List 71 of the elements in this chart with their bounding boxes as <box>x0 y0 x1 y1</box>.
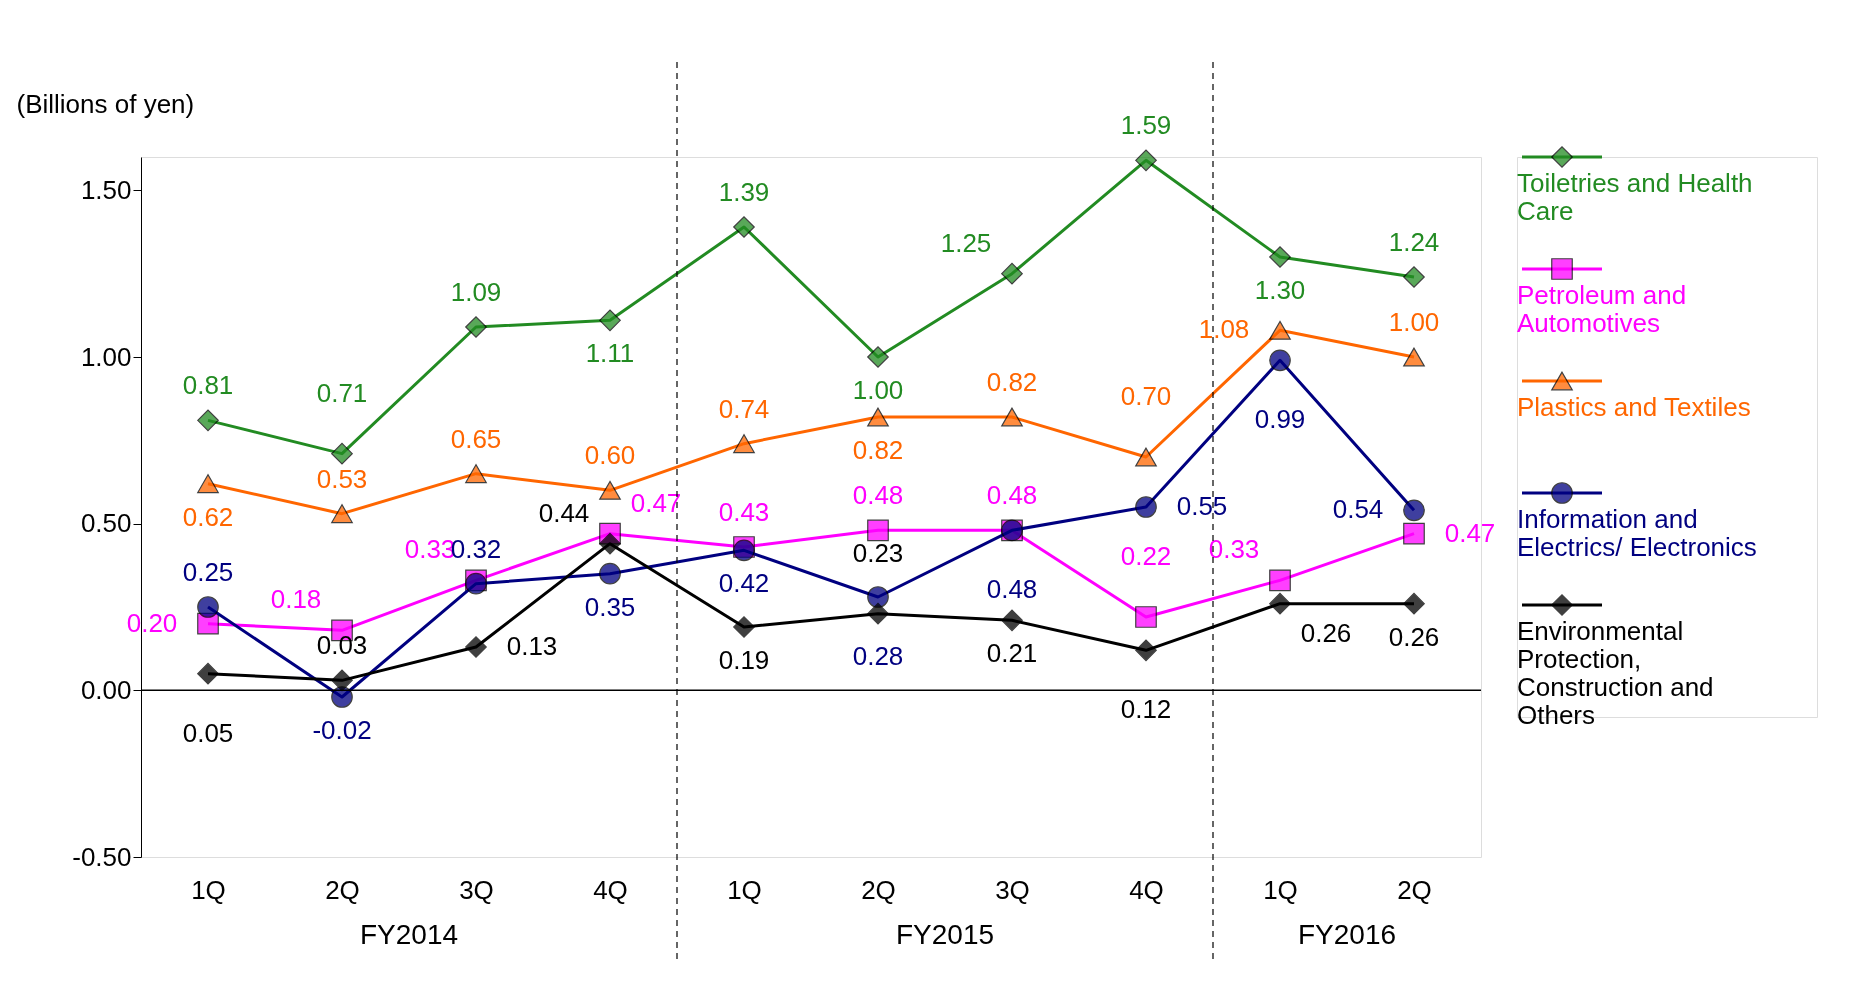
x-tick-label: 4Q <box>593 874 628 905</box>
data-label: 0.55 <box>1176 491 1228 521</box>
data-label: 0.35 <box>584 591 636 622</box>
data-label: 0.19 <box>718 645 770 675</box>
data-label: 0.74 <box>718 393 770 424</box>
x-tick-label: 2Q <box>325 874 360 905</box>
data-label: 1.08 <box>1198 314 1250 345</box>
data-label: 0.60 <box>584 440 636 471</box>
text: FY2016 <box>1297 919 1397 950</box>
data-label: 0.18 <box>270 584 322 615</box>
data-label: 0.23 <box>852 537 904 568</box>
data-label: 0.43 <box>718 497 770 527</box>
data-label: 0.21 <box>986 638 1038 669</box>
data-label: 0.22 <box>1120 541 1172 571</box>
x-tick-label: 3Q <box>995 874 1030 905</box>
data-label: 0.42 <box>718 568 770 599</box>
data-label: 0.47 <box>630 487 682 518</box>
y-tick-label: 0.00 <box>80 674 132 705</box>
data-label: 0.28 <box>852 641 904 671</box>
text: FY2015 <box>895 919 995 950</box>
x-tick-label: 1Q <box>1263 874 1298 905</box>
data-label: 1.11 <box>585 338 635 369</box>
data-label: 0.48 <box>852 480 904 511</box>
y-tick-label: 0.50 <box>80 508 132 539</box>
data-label: 1.30 <box>1254 275 1306 305</box>
y-tick-label: 1.00 <box>80 341 132 372</box>
data-label: 0.47 <box>1444 517 1496 548</box>
data-label: 0.70 <box>1120 381 1172 411</box>
x-tick-label: 3Q <box>459 874 494 905</box>
data-label: 0.13 <box>506 631 558 661</box>
data-label: 0.82 <box>986 367 1038 397</box>
data-label: 1.25 <box>940 227 992 258</box>
data-label: 0.25 <box>182 557 234 587</box>
data-label: 0.48 <box>986 574 1038 605</box>
data-label: 0.12 <box>1120 694 1172 725</box>
data-label: 0.03 <box>316 630 368 661</box>
data-label: 0.44 <box>538 497 590 528</box>
data-label: 0.81 <box>182 370 234 401</box>
x-tick-label: 2Q <box>861 874 896 905</box>
legend-label: Information and Electrics/ Electronics <box>1517 504 1757 562</box>
data-label: 1.00 <box>852 375 904 405</box>
data-label: 0.26 <box>1300 617 1352 648</box>
data-label: 0.05 <box>182 717 234 748</box>
data-label: 1.00 <box>1388 307 1440 337</box>
legend-label: Toiletries and Health Care <box>1517 168 1753 226</box>
legend-label: Environmental Protection, Construction and Others <box>1517 616 1714 730</box>
data-label: 1.59 <box>1120 110 1172 141</box>
legend-label: Plastics and Textiles <box>1517 392 1751 422</box>
data-label: 0.54 <box>1332 494 1384 525</box>
data-label: 0.53 <box>316 463 368 494</box>
x-tick-label: 1Q <box>191 874 226 905</box>
data-label: 1.39 <box>718 177 770 207</box>
data-label: -0.02 <box>312 715 372 745</box>
data-label: 1.24 <box>1388 227 1440 257</box>
data-label: 0.99 <box>1254 404 1306 435</box>
x-tick-label: 1Q <box>727 874 762 905</box>
y-tick-label: 1.50 <box>80 174 132 205</box>
legend-label: Petroleum and Automotives <box>1517 280 1687 338</box>
x-tick-label: 4Q <box>1129 874 1164 905</box>
x-tick-label: 2Q <box>1397 874 1432 905</box>
y-tick-label: -0.50 <box>72 841 132 872</box>
data-label: 1.09 <box>450 277 502 307</box>
data-label: 0.48 <box>986 480 1038 511</box>
y-axis-title: (Billions of yen) <box>16 88 195 119</box>
data-label: 0.65 <box>450 423 502 454</box>
text: FY2014 <box>359 919 459 950</box>
data-label: 0.33 <box>1208 534 1260 565</box>
data-label: 0.62 <box>182 501 234 532</box>
data-label: 0.26 <box>1388 621 1440 652</box>
data-label: 0.82 <box>852 435 904 465</box>
data-label: 0.71 <box>316 377 368 408</box>
